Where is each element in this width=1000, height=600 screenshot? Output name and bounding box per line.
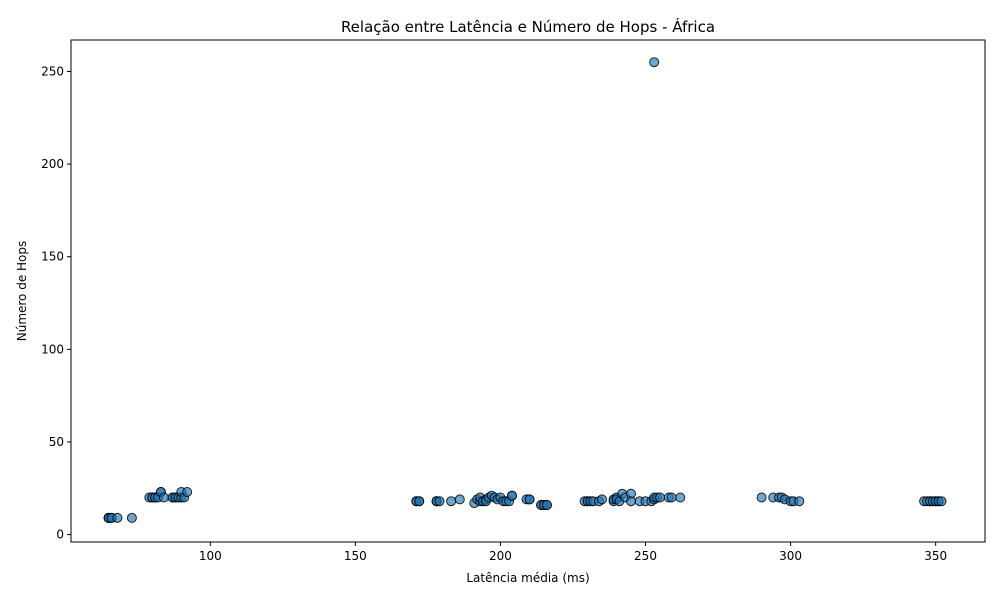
data-point <box>936 496 947 507</box>
data-point <box>597 494 607 505</box>
chart-title: Relação entre Latência e Número de Hops … <box>341 17 715 36</box>
y-tick-label: 50 <box>49 435 64 449</box>
x-tick-label: 200 <box>489 549 512 563</box>
points-layer <box>103 57 947 523</box>
data-point <box>434 496 445 507</box>
data-point <box>112 512 123 523</box>
y-tick-label: 250 <box>41 64 64 78</box>
y-tick-label: 200 <box>41 157 64 171</box>
y-tick-label: 150 <box>41 250 64 264</box>
x-tick-label: 350 <box>924 549 947 563</box>
plot-frame <box>70 39 986 543</box>
data-point <box>524 494 535 505</box>
x-tick-label: 150 <box>344 549 367 563</box>
x-tick-label: 100 <box>199 549 222 563</box>
x-tick-label: 250 <box>634 549 657 563</box>
data-point <box>454 494 465 505</box>
x-tick-label: 300 <box>779 549 802 563</box>
data-point <box>182 487 193 497</box>
y-axis: 0 50 100 150 200 250 <box>41 64 71 542</box>
y-tick-label: 0 <box>56 528 64 542</box>
data-point <box>649 57 660 68</box>
data-point <box>655 492 665 503</box>
data-point <box>158 492 169 503</box>
data-point <box>794 496 805 507</box>
data-point <box>414 496 425 507</box>
x-axis-label: Latência média (ms) <box>466 571 589 585</box>
data-point <box>446 496 457 507</box>
y-axis-label: Número de Hops <box>15 241 29 342</box>
data-point <box>507 490 517 501</box>
data-point <box>626 496 636 507</box>
data-point <box>666 492 677 503</box>
data-point <box>756 492 767 503</box>
data-point <box>126 512 137 523</box>
data-point <box>541 500 552 510</box>
x-axis: 100 150 200 250 300 350 <box>199 542 947 563</box>
y-tick-label: 100 <box>41 342 64 356</box>
data-point <box>675 492 686 503</box>
